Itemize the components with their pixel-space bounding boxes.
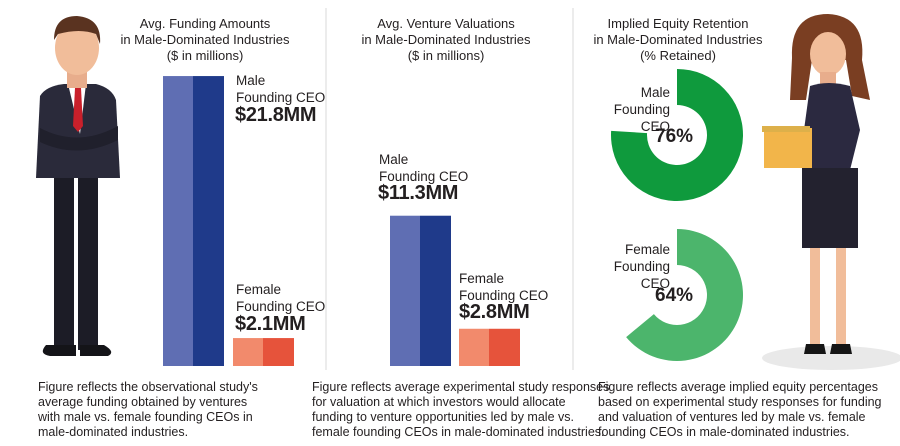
equity-chart-title: Implied Equity Retention in Male-Dominat… <box>593 16 763 63</box>
female-equity-ring <box>626 229 744 362</box>
equity-rings <box>611 69 744 362</box>
male-funding-bar <box>163 76 224 366</box>
valuation-bar-chart <box>390 215 520 366</box>
female-funding-label: Female Founding CEO <box>236 282 326 314</box>
male-valuation-label: Male Founding CEO <box>379 152 469 184</box>
funding-bar-chart <box>36 16 294 366</box>
female-valuation-bar <box>459 328 520 366</box>
male-ceo-illustration <box>36 16 120 356</box>
funding-chart-title: Avg. Funding Amounts in Male-Dominated I… <box>120 16 290 63</box>
female-valuation-value: $2.8MM <box>459 301 530 323</box>
equity-caption: Figure reflects average implied equity p… <box>598 380 882 439</box>
valuation-bars <box>390 215 520 366</box>
female-ceo-illustration <box>762 14 900 370</box>
male-funding-value: $21.8MM <box>235 104 317 126</box>
female-equity-value: 64% <box>655 285 694 306</box>
male-funding-label: Male Founding CEO <box>236 73 326 105</box>
male-valuation-value: $11.3MM <box>378 182 459 204</box>
male-equity-ring <box>611 69 743 201</box>
valuation-chart-title: Avg. Venture Valuations in Male-Dominate… <box>361 16 531 63</box>
male-valuation-bar <box>390 215 451 366</box>
valuation-caption: Figure reflects average experimental stu… <box>312 380 610 439</box>
funding-bars <box>163 76 294 366</box>
female-funding-bar <box>233 338 294 366</box>
female-funding-value: $2.1MM <box>235 313 306 335</box>
panel-divider <box>572 8 574 370</box>
equity-donut-charts <box>611 14 900 370</box>
female-equity-label: Female Founding CEO <box>613 242 670 291</box>
panel-divider <box>325 8 327 370</box>
female-valuation-label: Female Founding CEO <box>459 271 549 303</box>
male-equity-value: 76% <box>655 126 694 147</box>
male-equity-label: Male Founding CEO <box>613 85 670 134</box>
funding-caption: Figure reflects the observational study'… <box>38 380 258 439</box>
